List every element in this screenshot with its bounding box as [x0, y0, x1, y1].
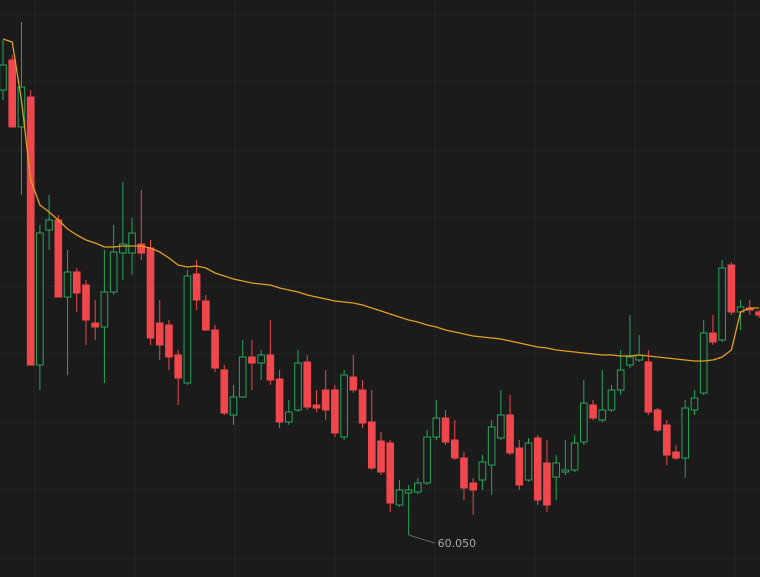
candle-body [146, 247, 155, 339]
candle-body [487, 426, 496, 466]
candle-body [506, 414, 514, 454]
candle-body [45, 219, 53, 231]
candle-body [202, 300, 210, 331]
candle-body [229, 396, 238, 416]
candle-body [165, 324, 173, 358]
candle-body [91, 322, 100, 328]
candle-body [284, 411, 293, 423]
candle-body [220, 369, 229, 414]
candle-body [377, 440, 385, 473]
candle-body [211, 329, 219, 369]
candle-body [349, 376, 358, 391]
candle-body [404, 489, 413, 494]
candle-body [580, 402, 588, 443]
candle-body [690, 397, 699, 411]
candle-body [533, 437, 542, 501]
candle-body [524, 442, 533, 481]
candle-body [275, 378, 284, 423]
candle-body [626, 356, 634, 366]
candle-body [561, 469, 570, 473]
candle-body [414, 482, 422, 493]
candle-body [17, 86, 26, 128]
candle-body [709, 332, 717, 343]
moving-average [2, 38, 759, 362]
candle-body [109, 251, 118, 293]
candle-body [312, 404, 321, 409]
candle-body [607, 389, 616, 411]
candle-body [183, 275, 192, 384]
candle-body [321, 389, 330, 411]
candle-body [423, 436, 431, 484]
low-leader [408, 534, 435, 544]
low-label: 60.050 [438, 537, 477, 550]
candle-body [570, 442, 579, 471]
candle-body [340, 374, 348, 438]
candle-body [128, 232, 136, 254]
candle-body [26, 96, 35, 366]
candle-body [432, 417, 441, 438]
candle-body [681, 407, 690, 459]
candle-body [119, 243, 127, 254]
candle-body [100, 291, 109, 328]
candle-body [8, 59, 17, 128]
candle-body [543, 462, 551, 506]
candle-body [386, 442, 395, 504]
candle-body [257, 354, 265, 364]
candle-body [441, 417, 450, 443]
candle-body [331, 389, 339, 434]
candle-body [598, 409, 607, 421]
candle-body [589, 404, 597, 419]
candle-body [755, 311, 760, 316]
candle-body [248, 356, 256, 364]
candle-body [63, 271, 72, 298]
candle-body [460, 457, 468, 489]
candle-body [137, 243, 146, 254]
candle-body [515, 447, 524, 486]
candle-body [552, 462, 560, 478]
candle-body [662, 424, 671, 456]
candle-body [497, 414, 505, 439]
candle-body [672, 451, 680, 459]
candle-body [174, 354, 182, 379]
candle-body [294, 362, 302, 411]
candle-body [192, 273, 201, 301]
candle-body [616, 369, 625, 391]
candle-body [266, 354, 275, 381]
candle-body [358, 389, 367, 424]
candle-body [54, 219, 63, 298]
candle-body [36, 232, 44, 366]
candle-body [72, 271, 81, 294]
candle-body [0, 64, 7, 91]
candle-body [450, 439, 459, 459]
candle-body [155, 322, 164, 346]
candle-body [478, 461, 487, 481]
candle-body [367, 421, 376, 469]
candle-body [469, 482, 478, 491]
candle-body [303, 361, 312, 408]
candle-body [82, 284, 90, 321]
candle-body [238, 356, 247, 398]
candle-body [727, 264, 736, 313]
candle-body [699, 332, 708, 394]
candle-body [718, 267, 726, 341]
candle-body [653, 409, 662, 431]
candle-body [644, 361, 653, 413]
candle-body [395, 489, 404, 506]
